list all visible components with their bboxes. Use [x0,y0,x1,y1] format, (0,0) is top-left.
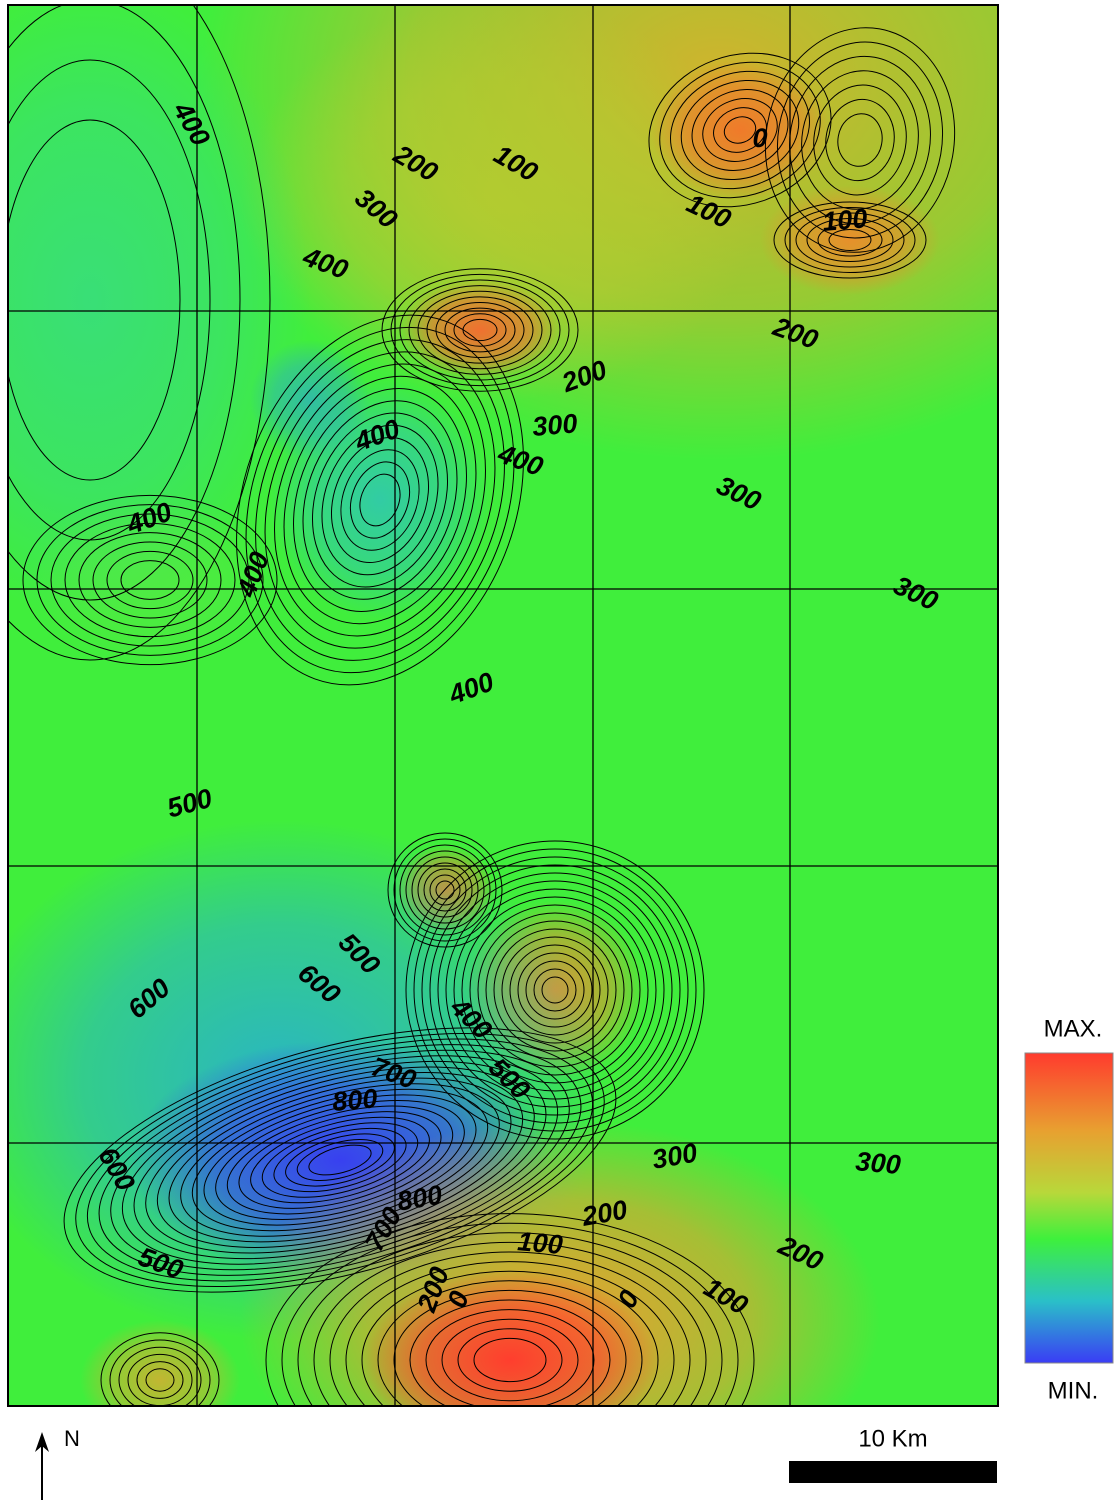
legend-max: MAX. [1044,1015,1103,1042]
contour-label: 0 [752,123,767,153]
north-label: N [64,1426,80,1451]
contour-label: 800 [331,1083,379,1117]
contour-label: 300 [531,408,579,442]
scale-label: 10 Km [858,1425,927,1452]
contour-label: 100 [821,203,869,237]
map-area: 4002001003004000100100200200300400400300… [0,0,1117,1504]
map-figure: 4002001003004000100100200200300400400300… [0,0,1117,1504]
scale-bar [789,1461,997,1483]
legend-min: MIN. [1048,1377,1099,1404]
color-blob [400,280,560,380]
contour-label: 100 [516,1226,564,1260]
color-blob [80,1320,240,1440]
contour-label: 300 [854,1146,902,1180]
color-bar [1025,1053,1113,1363]
north-arrow: N [35,1426,80,1500]
